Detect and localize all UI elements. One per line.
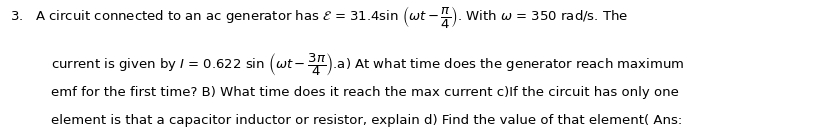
Text: element is that a capacitor inductor or resistor, explain d) Find the value of t: element is that a capacitor inductor or … — [51, 114, 681, 127]
Text: current is given by $I$ = 0.622 sin $\left(\omega t - \dfrac{3\pi}{4}\right)$.a): current is given by $I$ = 0.622 sin $\le… — [51, 51, 684, 78]
Text: 3.   A circuit connected to an ac generator has $\mathcal{E}$ = 31.4sin $\left(\: 3. A circuit connected to an ac generato… — [10, 4, 628, 30]
Text: emf for the first time? B) What time does it reach the max current c)If the circ: emf for the first time? B) What time doe… — [51, 86, 678, 99]
